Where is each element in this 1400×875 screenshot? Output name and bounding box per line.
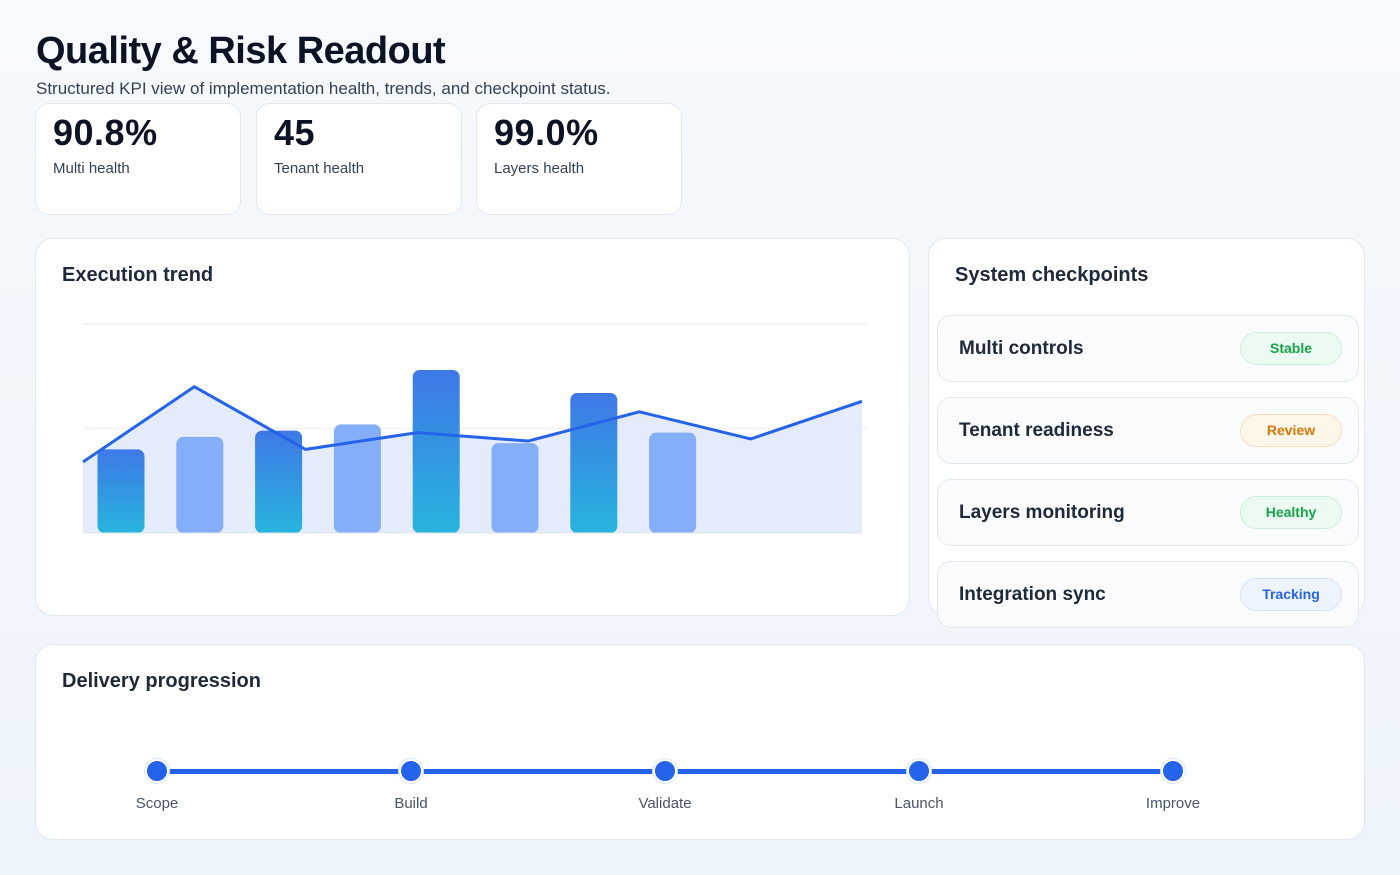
page-title: Quality & Risk Readout: [36, 30, 446, 72]
step-dot[interactable]: [653, 759, 677, 783]
page-subtitle: Structured KPI view of implementation he…: [36, 79, 611, 98]
card-title: Execution trend: [62, 264, 214, 286]
status-badge: Tracking: [1240, 578, 1342, 611]
card-title: Delivery progression: [62, 670, 261, 692]
kpi-label: Layers health: [494, 160, 585, 177]
system-checkpoints-card: System checkpoints Multi controls Stable T…: [928, 238, 1365, 628]
kpi-label: Tenant health: [274, 160, 365, 177]
kpi-label: Multi health: [53, 160, 130, 177]
card-title: System checkpoints: [955, 264, 1149, 286]
step-label: Build: [394, 795, 428, 812]
step-dot[interactable]: [907, 759, 931, 783]
checkpoint-name: Tenant readiness: [959, 420, 1114, 441]
delivery-progression-card: Delivery progression: [35, 644, 1365, 840]
checkpoint-item[interactable]: Tenant readiness Review: [937, 397, 1359, 464]
step-label: Improve: [1145, 795, 1201, 812]
kpi-value: 45: [274, 112, 316, 153]
step-dot[interactable]: [399, 759, 423, 783]
step-label: Launch: [894, 795, 944, 812]
kpi-value: 90.8%: [53, 112, 158, 153]
checkpoint-item[interactable]: Multi controls Stable: [937, 315, 1359, 382]
checkpoint-name: Layers monitoring: [959, 502, 1125, 523]
checkpoint-item[interactable]: Layers monitoring Healthy: [937, 479, 1359, 546]
step-dot[interactable]: [1161, 759, 1185, 783]
checkpoint-name: Integration sync: [959, 584, 1106, 605]
kpi-card-tenant-health: 45 Tenant health: [256, 103, 462, 215]
step-dot[interactable]: [145, 759, 169, 783]
step-label: Validate: [638, 795, 692, 812]
kpi-card-layers-health: 99.0% Layers health: [476, 103, 682, 215]
status-badge: Healthy: [1240, 496, 1342, 529]
execution-trend-card: Execution trend: [35, 238, 910, 616]
status-badge: Stable: [1240, 332, 1342, 365]
checkpoint-name: Multi controls: [959, 338, 1084, 359]
checkpoint-item[interactable]: Integration sync Tracking: [937, 561, 1359, 628]
kpi-card-multi-health: 90.8% Multi health: [35, 103, 241, 215]
step-label: Scope: [135, 795, 179, 812]
kpi-value: 99.0%: [494, 112, 599, 153]
status-badge: Review: [1240, 414, 1342, 447]
